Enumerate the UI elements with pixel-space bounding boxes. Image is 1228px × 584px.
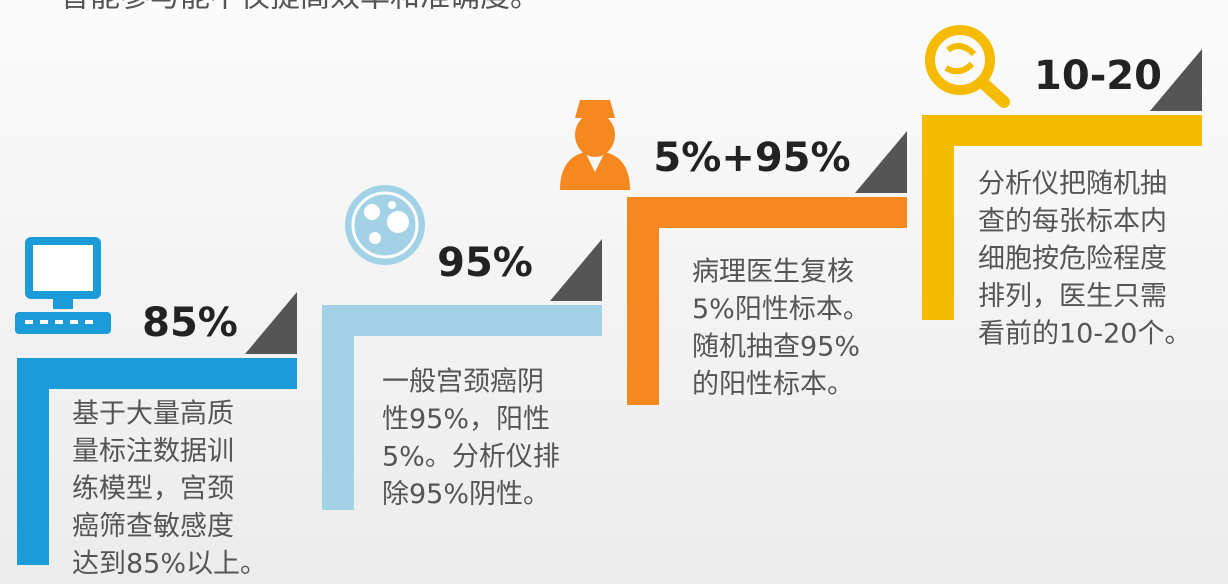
step-triangle [245,292,297,354]
step-bar-horizontal [922,115,1202,146]
step-text-line: 一般宫颈癌阴 [382,367,544,398]
step-text-line: 查的每张标本内 [978,206,1167,237]
cell-icon [345,185,425,265]
step-label: 10-20 [1034,53,1162,99]
step-text-line: 细胞按危险程度 [978,244,1167,275]
step-bar-vertical [17,358,49,565]
step-bar-vertical [627,197,659,405]
step-text-line: 量标注数据训 [72,436,234,467]
step-text-line: 5%。分析仪排 [382,442,560,473]
step-label: 95% [437,240,533,286]
step-bar-horizontal [627,197,907,228]
step-bar-vertical [922,115,954,320]
step-triangle [1150,49,1202,111]
step-text-line: 分析仪把随机抽 [978,169,1167,200]
step-text-line: 病理医生复核 [692,257,854,288]
step-text-line: 达到85%以上。 [72,549,267,580]
step-bar-horizontal [322,305,602,336]
step-text-line: 练模型，宫颈 [72,474,234,505]
doctor-icon [560,100,630,190]
step-text-line: 性95%，阳性 [382,404,550,435]
step-bar-vertical [322,305,354,510]
header-title: 智能参与能不仅提高效率和准确度。 [60,0,540,15]
step-triangle [550,239,602,301]
step-text-line: 随机抽查95% [692,332,860,363]
step-text-line: 除95%阴性。 [382,479,550,510]
step-label: 5%+95% [653,135,850,181]
step-text-line: 的阳性标本。 [692,369,854,400]
magnifier-icon [925,25,1010,108]
step-text-line: 看前的10-20个。 [978,319,1191,350]
step-bar-horizontal [17,358,297,389]
step-text-line: 基于大量高质 [72,399,234,430]
step-label: 85% [142,300,238,346]
computer-icon [15,237,111,334]
step-text-line: 排列，医生只需 [978,281,1167,312]
step-text-line: 5%阳性标本。 [692,294,870,325]
step-text-line: 癌筛查敏感度 [72,511,234,542]
step-triangle [855,131,907,193]
